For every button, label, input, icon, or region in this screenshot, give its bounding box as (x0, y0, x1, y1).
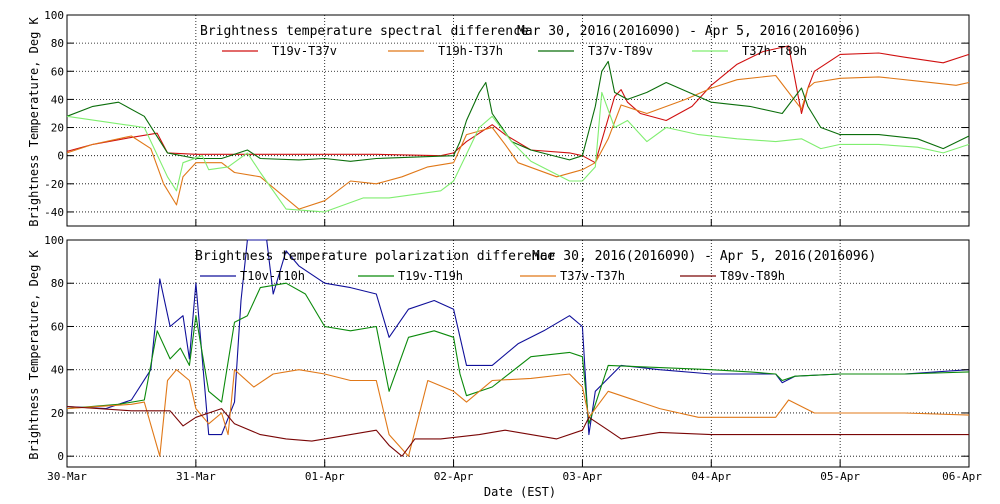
bottom-chart-title: Brightness temperature polarization diff… (195, 249, 555, 264)
y-tick-label: 100 (44, 9, 64, 22)
legend-label: T19v-T19h (398, 269, 463, 283)
top-y-axis-label: Brightness Temperature, Deg K (27, 16, 41, 226)
y-tick-label: 40 (51, 93, 64, 106)
y-tick-label: -40 (44, 206, 64, 219)
legend-label: T37v-T37h (560, 269, 625, 283)
series-line-t19v-t37v (66, 45, 970, 164)
series-line-t37v-t89v (66, 60, 970, 162)
x-tick-label: 02-Apr (434, 470, 474, 483)
legend-label: T37v-T89v (588, 44, 653, 58)
legend-label: T89v-T89h (720, 269, 785, 283)
x-tick-label: 03-Apr (563, 470, 603, 483)
y-tick-label: 40 (51, 364, 64, 377)
series-line-t89v-t89h (66, 405, 969, 457)
x-tick-label: 04-Apr (691, 470, 731, 483)
y-tick-label: 80 (51, 277, 64, 290)
x-tick-label: 06-Apr (942, 470, 982, 483)
y-tick-label: 60 (51, 65, 64, 78)
x-tick-label: 31-Mar (176, 470, 216, 483)
bottom-plot-frame (66, 239, 970, 468)
series-line-t19v-t19h (66, 282, 970, 425)
series-line-t37h-t89h (66, 91, 970, 213)
legend-label: T10v-T10h (240, 269, 305, 283)
x-axis-label: Date (EST) (484, 485, 556, 499)
y-tick-label: 0 (57, 450, 64, 463)
y-tick-label: 80 (51, 37, 64, 50)
series-line-t37v-t37h (66, 369, 970, 457)
y-tick-label: 100 (44, 234, 64, 247)
top-date-range: Mar 30, 2016(2016090) - Apr 5, 2016(2016… (517, 24, 861, 39)
y-tick-label: 0 (57, 150, 64, 163)
x-tick-label: 05-Apr (820, 470, 860, 483)
top-chart-title: Brightness temperature spectral differen… (200, 24, 529, 39)
y-tick-label: 60 (51, 320, 64, 333)
legend-label: T19v-T37v (272, 44, 337, 58)
y-tick-label: -20 (44, 178, 64, 191)
x-tick-label: 30-Mar (47, 470, 87, 483)
x-tick-label: 01-Apr (305, 470, 345, 483)
polarization-difference-panel: 0 20 40 60 80 100 30-Mar 31-Mar 01-Apr 02-Apr 03-… (27, 234, 982, 499)
legend-label: T37h-T89h (742, 44, 807, 58)
spectral-difference-panel: -40 -20 0 20 40 60 80 100 Brightness temperatur… (27, 9, 970, 227)
top-plot-frame (66, 14, 970, 227)
series-line-t10v-t10h (66, 239, 970, 436)
y-tick-label: 20 (51, 407, 64, 420)
bottom-date-range: Mar 30, 2016(2016090) - Apr 5, 2016(2016… (532, 249, 876, 264)
y-tick-label: 20 (51, 122, 64, 135)
legend-label: T19h-T37h (438, 44, 503, 58)
bottom-y-axis-label: Brightness Temperature, Deg K (27, 249, 41, 459)
